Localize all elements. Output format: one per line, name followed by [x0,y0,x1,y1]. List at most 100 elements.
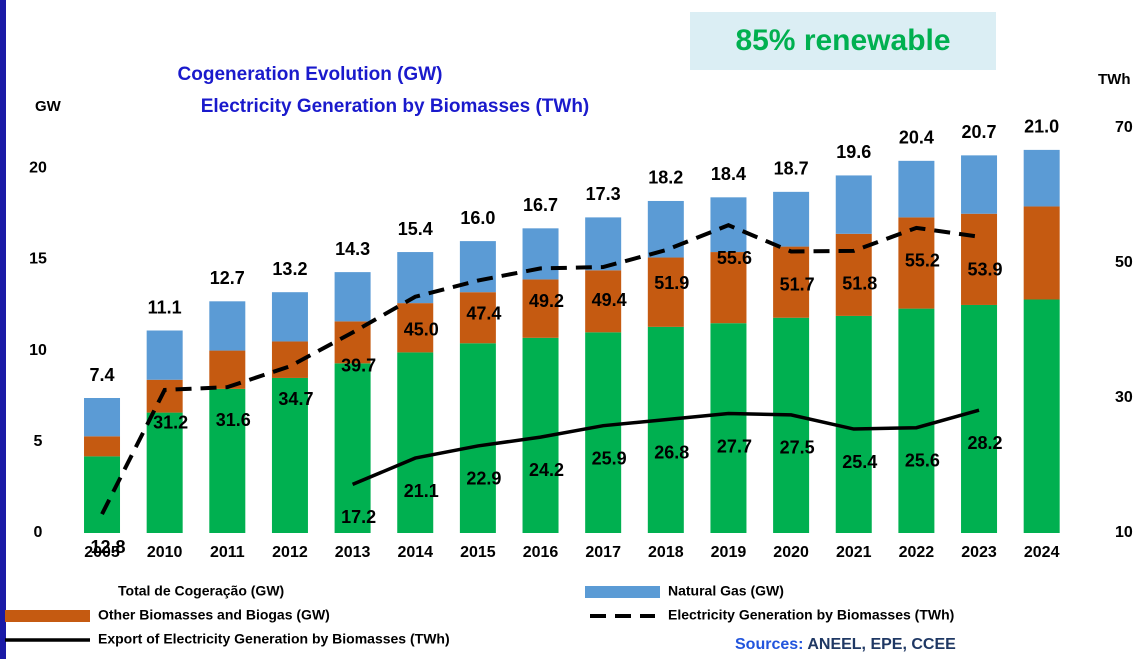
bar-segment [271,377,308,533]
data-label: 47.4 [466,303,501,323]
bar-segment [84,398,121,437]
total-label: 11.1 [148,297,182,317]
side-stripe [0,0,6,659]
y2-tick-label: 50 [1115,254,1133,271]
bar-segment [647,200,684,258]
bar-segment [271,292,308,342]
data-label: 17.2 [341,507,376,527]
bar-segment [397,303,434,353]
bar-segment [334,363,371,533]
x-tick-label: 2005 [84,544,120,561]
data-label: 21.1 [404,481,439,501]
data-label: 26.8 [654,442,689,462]
legend-swatch [585,586,660,598]
total-label: 21.0 [1024,117,1059,137]
chart-title: Cogeneration Evolution (GW) [178,64,443,85]
bar-segment [1023,149,1060,207]
legend-label: Natural Gas (GW) [668,583,784,599]
bar-segment [647,326,684,533]
data-label: 39.7 [341,355,376,375]
data-label: 31.6 [216,410,251,430]
data-label: 28.2 [968,433,1003,453]
data-label: 55.2 [905,251,940,271]
bar-segment [397,252,434,304]
legend-swatch [5,610,90,622]
bar-segment [146,330,183,380]
data-label: 51.9 [654,273,689,293]
highlight-box [690,12,996,70]
bar-segment [647,257,684,327]
y2-tick-label: 10 [1115,524,1133,541]
x-tick-label: 2022 [899,544,935,561]
y2-tick-label: 30 [1115,389,1133,406]
x-tick-label: 2024 [1024,544,1060,561]
x-tick-label: 2017 [585,544,621,561]
total-label: 20.4 [899,128,934,148]
chart-subtitle: Electricity Generation by Biomasses (TWh… [201,96,590,117]
legend-label: Export of Electricity Generation by Biom… [98,631,450,647]
bar-segment [334,272,371,322]
data-label: 55.6 [717,248,752,268]
data-label: 49.4 [592,290,627,310]
bar-segment [898,217,935,309]
x-tick-label: 2018 [648,544,684,561]
bar-segment [209,301,246,351]
x-tick-label: 2010 [147,544,183,561]
y-axis-label: GW [35,98,62,115]
x-tick-label: 2020 [773,544,809,561]
bar-segment [209,388,246,533]
bar-segment [146,412,183,533]
data-label: 27.7 [717,436,752,456]
bar-segment [898,308,935,533]
x-tick-label: 2021 [836,544,872,561]
line-series [100,223,980,516]
x-tick-label: 2016 [523,544,559,561]
sources: Sources: ANEEL, EPE, CCEE [735,636,956,653]
total-label: 17.3 [586,184,621,204]
x-tick-label: 2015 [460,544,496,561]
bar-segment [773,317,810,533]
data-label: 49.2 [529,291,564,311]
x-tick-label: 2012 [272,544,308,561]
legend-label: Other Biomasses and Biogas (GW) [98,607,330,623]
bar-segment [459,292,496,344]
bar-segment [334,321,371,364]
total-label: 16.7 [523,195,558,215]
data-label: 45.0 [404,320,439,340]
total-label: 13.2 [272,259,307,279]
y-tick-label: 0 [34,524,43,541]
sources-list: ANEEL, EPE, CCEE [807,636,956,653]
bar-segment [835,175,872,234]
data-label: 27.5 [780,438,815,458]
line-series [351,408,980,487]
data-label: 51.7 [780,274,815,294]
y2-tick-label: 70 [1115,119,1133,136]
total-label: 16.0 [460,208,495,228]
highlight: 85% renewable [735,24,950,57]
y2-axis-label: TWh [1098,71,1130,88]
bar-segment [522,279,559,338]
bar-segment [835,315,872,533]
y-tick-label: 15 [29,251,47,268]
legend-label: Total de Cogeração (GW) [118,583,284,599]
total-label: 14.3 [335,239,370,259]
data-label: 53.9 [968,259,1003,279]
total-label: 20.7 [962,122,997,142]
data-label: 25.4 [842,452,877,472]
data-label: 24.2 [529,460,564,480]
total-label: 18.2 [648,168,683,188]
data-label: 51.8 [842,274,877,294]
bar-segment [961,304,998,533]
bar-segment [773,246,810,318]
total-label: 15.4 [398,219,433,239]
bar-segment [84,456,121,533]
total-label: 19.6 [836,142,871,162]
x-tick-label: 2014 [397,544,433,561]
bar-segment [961,213,998,305]
bar-segment [585,217,622,271]
x-tick-label: 2013 [335,544,371,561]
bar-segment [1023,299,1060,533]
total-label: 12.7 [210,268,245,288]
sources-label: Sources: [735,636,803,653]
data-label: 25.9 [592,448,627,468]
